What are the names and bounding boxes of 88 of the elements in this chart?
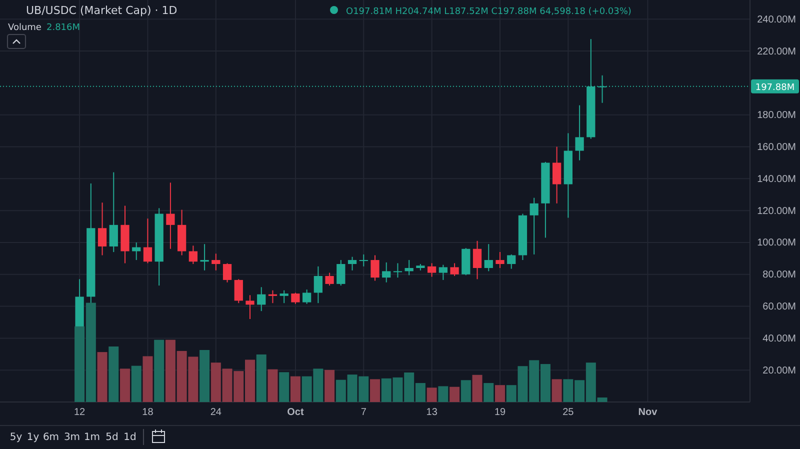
candlestick [291, 292, 300, 304]
candlestick [336, 260, 346, 286]
x-tick-label: 24 [210, 407, 222, 418]
bar [97, 352, 108, 402]
bar [131, 366, 142, 402]
y-tick-label: 60.00M [762, 301, 796, 312]
annotation: O197.81M H204.74M L187.52M C197.88M 64,598.18 (+0.03%) [346, 7, 632, 17]
candlestick [393, 262, 402, 278]
bar [472, 374, 482, 402]
bar [142, 356, 153, 402]
bar [256, 354, 266, 402]
candlestick [552, 146, 562, 204]
bar [120, 368, 130, 402]
bar [370, 379, 380, 402]
candlestick [428, 262, 436, 278]
candlestick [438, 264, 448, 280]
candlestick [302, 289, 312, 304]
candlestick [268, 290, 278, 304]
candlestick [348, 256, 357, 271]
x-tick-label: 19 [494, 407, 506, 418]
candlestick [575, 104, 584, 161]
x-tick-label: 25 [562, 407, 574, 418]
candlestick [325, 272, 334, 286]
annotation: 2.816M [46, 23, 80, 33]
bar [484, 383, 494, 402]
x-tick-label: 18 [142, 407, 154, 418]
bar [324, 370, 335, 402]
x-tick-label: Oct [287, 407, 304, 418]
candlestick [246, 294, 254, 320]
candlestick [188, 245, 198, 265]
candlestick [132, 242, 141, 261]
candlestick [404, 260, 414, 276]
text: 1m [84, 432, 100, 443]
candlestick [530, 197, 538, 255]
y-tick-label: 240.00M [757, 14, 796, 26]
bar [495, 385, 505, 402]
candlestick [484, 244, 493, 272]
candlestick [98, 202, 107, 256]
bar [200, 350, 210, 402]
bar [268, 369, 278, 402]
candlestick [200, 244, 209, 271]
y-tick-label: 20.00M [762, 365, 796, 376]
y-tick-label: 100.00M [757, 238, 796, 249]
x-tick-label: 13 [426, 407, 438, 418]
x-tick-label: 7 [360, 407, 367, 418]
x-tick-label: 12 [74, 407, 86, 418]
bar [552, 379, 562, 402]
y-tick-label: 220.00M [757, 46, 796, 58]
bar [279, 372, 290, 402]
text: 6m [42, 432, 60, 443]
text: 5y [10, 432, 22, 443]
candlestick [109, 172, 118, 253]
bar [426, 388, 437, 402]
bar [154, 340, 164, 402]
bar [450, 386, 460, 402]
candlestick [143, 218, 152, 264]
candlestick [222, 262, 232, 283]
candlestick [166, 182, 175, 250]
candlestick [382, 262, 391, 283]
y-tick-label: 120.00M [757, 206, 796, 217]
candlestick [507, 254, 516, 270]
candlestick [234, 278, 243, 304]
y-tick-label: 180.00M [757, 110, 796, 122]
y-tick-label: 80.00M [762, 270, 796, 281]
candlestick [496, 252, 504, 268]
candlestick [257, 286, 266, 312]
candlestick [472, 240, 482, 280]
text: 3m [64, 432, 80, 443]
text: 5d [106, 432, 118, 443]
y-tick-label: 160.00M [757, 142, 796, 153]
candlestick [370, 254, 380, 282]
text: 1y [26, 432, 40, 443]
candlestick [314, 266, 322, 304]
candlestick [280, 290, 288, 304]
y2-axis-title: Volume [8, 23, 42, 33]
candlestick [212, 253, 220, 271]
ref-line-label: 197.88M [755, 82, 795, 93]
chart-title: UB/USDC (Market Cap) · 1D [26, 4, 178, 17]
y-tick-label: 140.00M [757, 174, 796, 185]
bar [108, 346, 119, 402]
candlestick [450, 262, 459, 276]
bar [290, 376, 300, 402]
candlestick [359, 254, 368, 267]
text: 1d [124, 432, 136, 443]
bar [460, 380, 471, 402]
x-tick-label: Nov [638, 407, 658, 418]
y-tick-label: 40.00M [762, 333, 796, 344]
bar [438, 386, 448, 402]
